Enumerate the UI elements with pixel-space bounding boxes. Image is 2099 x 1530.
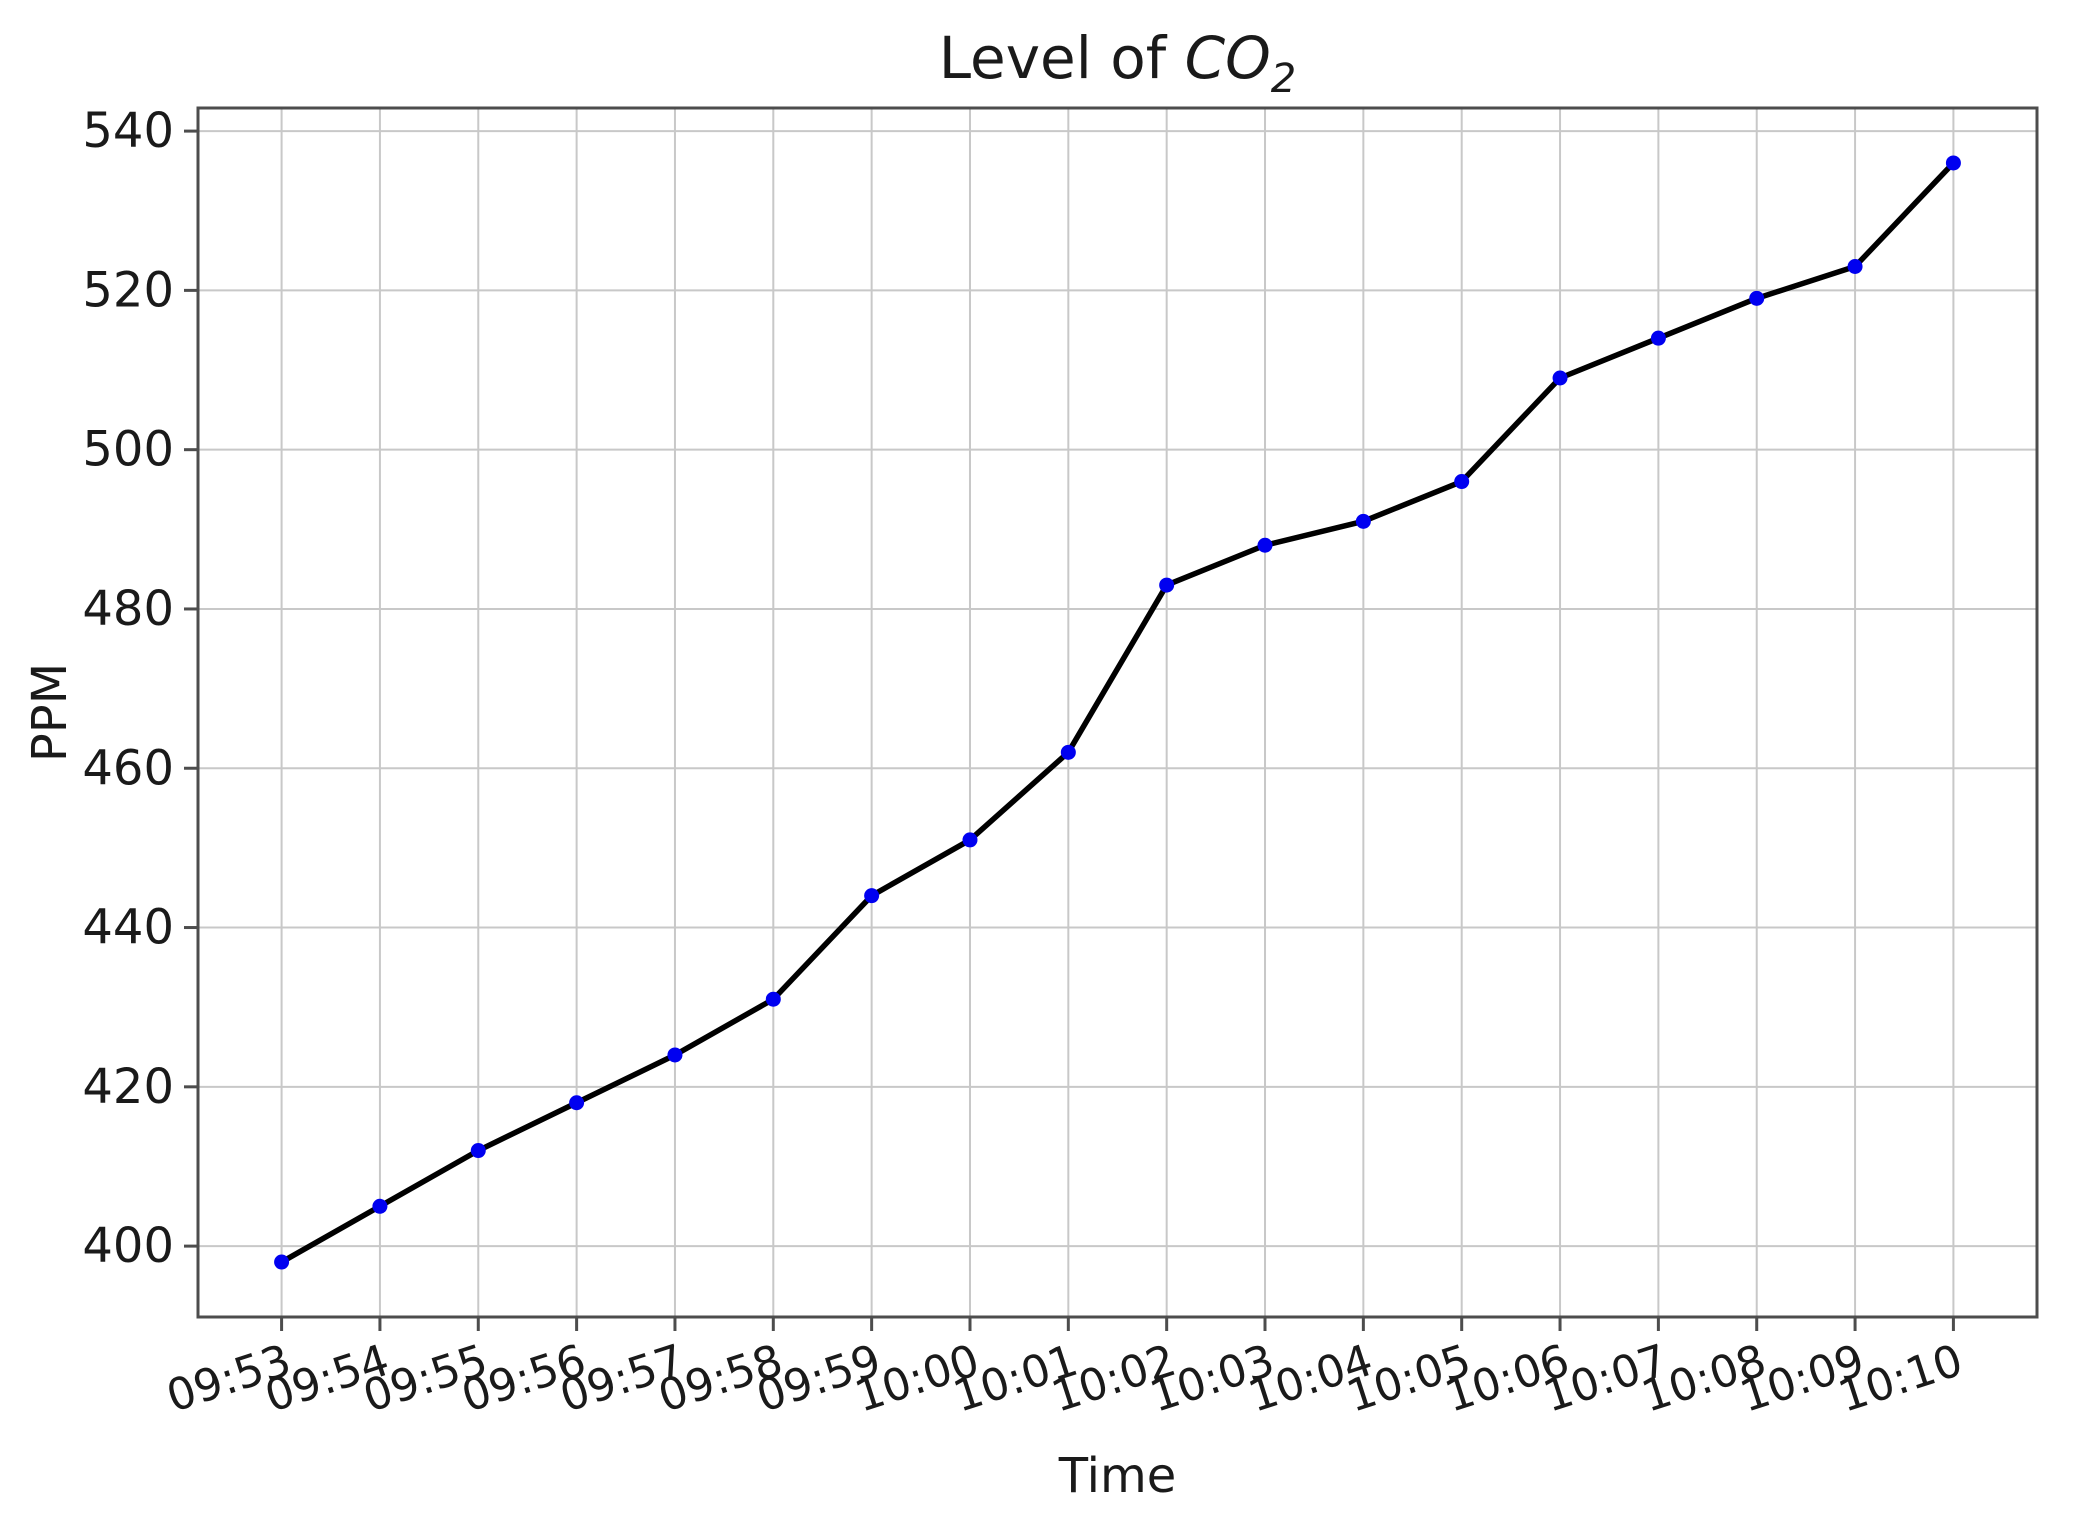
y-tick-label: 540 bbox=[82, 103, 174, 159]
plot-border bbox=[196, 106, 2039, 1319]
y-tick-label: 460 bbox=[82, 740, 174, 796]
data-point-marker bbox=[1159, 577, 1175, 593]
y-tick-label: 520 bbox=[82, 262, 174, 318]
y-tick-label: 420 bbox=[82, 1059, 174, 1115]
data-point-marker bbox=[864, 888, 880, 904]
co2-series-line bbox=[278, 160, 1957, 1265]
data-point-marker bbox=[1552, 370, 1568, 386]
data-point-marker bbox=[274, 1254, 290, 1270]
y-axis-label: PPM bbox=[22, 663, 78, 762]
data-point-marker bbox=[1749, 290, 1765, 306]
chart-title-subscript: 2 bbox=[1271, 56, 1296, 102]
data-point-marker bbox=[1847, 258, 1863, 274]
x-axis-label: Time bbox=[1058, 1448, 1176, 1504]
data-point-marker bbox=[1945, 155, 1961, 171]
chart-title-math: CO bbox=[1185, 24, 1271, 92]
data-point-marker bbox=[962, 832, 978, 848]
y-tick-label: 400 bbox=[82, 1218, 174, 1274]
y-tick-label: 500 bbox=[82, 422, 174, 478]
data-point-marker bbox=[1650, 330, 1666, 346]
data-point-marker bbox=[1355, 513, 1371, 529]
chart-title: Level of CO2 bbox=[939, 24, 1297, 102]
data-point-marker bbox=[765, 991, 781, 1007]
data-point-marker bbox=[1060, 744, 1076, 760]
data-point-marker bbox=[372, 1198, 388, 1214]
data-point-marker bbox=[1454, 474, 1470, 490]
data-point-marker bbox=[667, 1047, 683, 1063]
data-point-marker bbox=[1257, 537, 1273, 553]
data-point-marker bbox=[569, 1095, 585, 1111]
chart-title-prefix: Level of bbox=[939, 24, 1185, 92]
y-tick-label: 480 bbox=[82, 581, 174, 637]
data-point-marker bbox=[470, 1143, 486, 1159]
y-tick-label: 440 bbox=[82, 900, 174, 956]
